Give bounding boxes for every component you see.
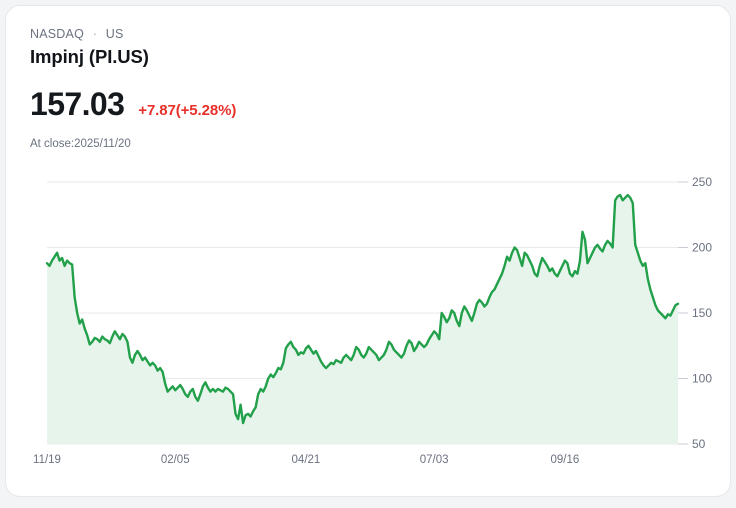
price-chart-svg[interactable]: 250 200 150 100 50 11/19 02/05 04/21 07/03 09/16: [6, 166, 730, 486]
y-axis-label: 50: [692, 437, 706, 451]
price-area-fill: [47, 195, 678, 444]
y-axis-label: 100: [692, 372, 712, 386]
exchange-line: NASDAQ · US: [30, 26, 730, 42]
y-axis-label: 250: [692, 175, 712, 189]
x-axis-label: 07/03: [420, 454, 449, 466]
stock-quote-card: NASDAQ · US Impinj (PI.US) 157.03 +7.87(…: [6, 6, 730, 496]
y-axis-label: 150: [692, 306, 712, 320]
y-axis-labels: 250 200 150 100 50: [692, 175, 712, 451]
x-axis-label: 09/16: [550, 454, 579, 466]
x-axis-label: 02/05: [161, 454, 190, 466]
x-axis-label: 11/19: [33, 454, 61, 466]
price-line: [45, 193, 680, 425]
y-axis-label: 200: [692, 241, 712, 255]
region-label: US: [105, 27, 124, 41]
y-axis-ticks: [678, 181, 688, 445]
price-change: +7.87(+5.28%): [138, 102, 237, 119]
separator-dot: ·: [92, 27, 98, 41]
price-value: 157.03: [30, 86, 125, 122]
exchange-name: NASDAQ: [30, 27, 84, 41]
price-row: 157.03 +7.87(+5.28%): [30, 86, 730, 122]
x-axis-labels: 11/19 02/05 04/21 07/03 09/16: [33, 454, 579, 466]
price-chart[interactable]: 250 200 150 100 50 11/19 02/05 04/21 07/03 09/16: [6, 166, 730, 486]
company-name: Impinj (PI.US): [30, 46, 149, 67]
market-status: At close:2025/11/20: [30, 138, 131, 150]
quote-header: NASDAQ · US Impinj (PI.US) 157.03 +7.87(…: [6, 6, 730, 152]
x-axis-label: 04/21: [292, 454, 321, 466]
